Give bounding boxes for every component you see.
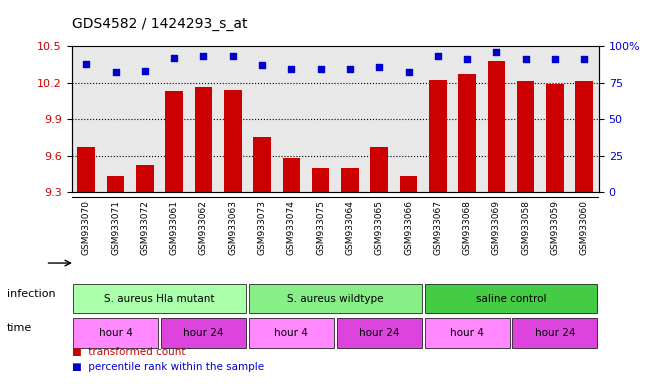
Bar <box>546 84 564 192</box>
Point <box>521 56 531 62</box>
Text: hour 24: hour 24 <box>359 328 400 338</box>
Bar <box>517 81 534 192</box>
Point <box>432 53 443 60</box>
Text: GSM933067: GSM933067 <box>434 200 442 255</box>
Bar <box>77 147 95 192</box>
Point <box>169 55 179 61</box>
Bar <box>312 168 329 192</box>
Text: GSM933070: GSM933070 <box>82 200 90 255</box>
Bar <box>429 80 447 192</box>
Text: GDS4582 / 1424293_s_at: GDS4582 / 1424293_s_at <box>72 17 247 31</box>
Text: GSM933063: GSM933063 <box>229 200 237 255</box>
Point <box>579 56 590 62</box>
Bar <box>488 61 505 192</box>
Bar <box>575 81 593 192</box>
FancyBboxPatch shape <box>337 318 422 348</box>
Point <box>198 53 208 60</box>
Point <box>81 61 91 67</box>
FancyBboxPatch shape <box>424 284 598 313</box>
Point <box>139 68 150 74</box>
Text: time: time <box>7 323 32 333</box>
FancyBboxPatch shape <box>161 318 246 348</box>
Point <box>256 62 268 68</box>
FancyBboxPatch shape <box>249 318 334 348</box>
Text: GSM933072: GSM933072 <box>141 200 149 255</box>
Point <box>403 69 414 75</box>
Bar <box>458 74 476 192</box>
Text: ■  transformed count: ■ transformed count <box>72 347 185 357</box>
Text: GSM933059: GSM933059 <box>551 200 559 255</box>
Text: infection: infection <box>7 289 55 299</box>
Point <box>315 66 326 73</box>
Point <box>345 66 355 73</box>
Text: GSM933069: GSM933069 <box>492 200 501 255</box>
Text: GSM933075: GSM933075 <box>316 200 325 255</box>
FancyBboxPatch shape <box>73 318 158 348</box>
Text: GSM933058: GSM933058 <box>521 200 530 255</box>
Point <box>228 53 238 60</box>
Point <box>374 63 384 70</box>
FancyBboxPatch shape <box>424 318 510 348</box>
Bar <box>224 90 242 192</box>
Bar <box>253 137 271 192</box>
Bar <box>195 88 212 192</box>
Text: saline control: saline control <box>476 293 546 304</box>
Text: hour 4: hour 4 <box>450 328 484 338</box>
FancyBboxPatch shape <box>73 284 246 313</box>
Bar <box>165 91 183 192</box>
FancyBboxPatch shape <box>249 284 422 313</box>
Text: GSM933068: GSM933068 <box>463 200 471 255</box>
Text: hour 4: hour 4 <box>274 328 309 338</box>
Text: GSM933061: GSM933061 <box>170 200 178 255</box>
Point <box>110 69 121 75</box>
Bar <box>136 165 154 192</box>
Bar <box>400 176 417 192</box>
Text: GSM933062: GSM933062 <box>199 200 208 255</box>
Text: hour 24: hour 24 <box>534 328 575 338</box>
Point <box>491 49 501 55</box>
Bar <box>283 158 300 192</box>
Text: GSM933073: GSM933073 <box>258 200 266 255</box>
Text: GSM933060: GSM933060 <box>580 200 589 255</box>
Text: GSM933065: GSM933065 <box>375 200 383 255</box>
Text: ■  percentile rank within the sample: ■ percentile rank within the sample <box>72 362 264 372</box>
Point <box>549 56 560 62</box>
Text: hour 24: hour 24 <box>183 328 224 338</box>
Bar <box>341 168 359 192</box>
Text: hour 4: hour 4 <box>98 328 133 338</box>
Point <box>462 56 473 62</box>
Text: S. aureus Hla mutant: S. aureus Hla mutant <box>104 293 215 304</box>
Text: GSM933064: GSM933064 <box>346 200 354 255</box>
Text: GSM933074: GSM933074 <box>287 200 296 255</box>
Bar <box>107 176 124 192</box>
FancyBboxPatch shape <box>512 318 598 348</box>
Point <box>286 66 297 73</box>
Bar <box>370 147 388 192</box>
Text: GSM933071: GSM933071 <box>111 200 120 255</box>
Text: S. aureus wildtype: S. aureus wildtype <box>287 293 383 304</box>
Text: GSM933066: GSM933066 <box>404 200 413 255</box>
